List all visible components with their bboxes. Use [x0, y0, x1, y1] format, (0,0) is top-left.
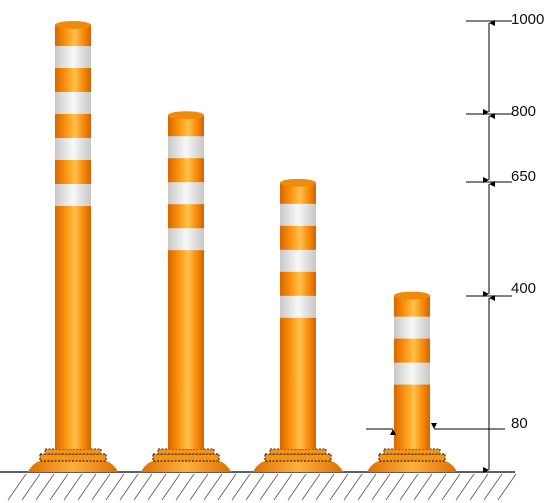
hatch-line — [455, 473, 475, 501]
hatch-line — [133, 473, 153, 501]
hatch-line — [413, 473, 433, 501]
reflective-band — [394, 316, 430, 339]
reflective-band — [280, 249, 316, 272]
hatch-line — [497, 473, 517, 501]
hatch-line — [371, 473, 391, 501]
hatch-line — [91, 473, 111, 501]
reflective-band — [55, 138, 91, 160]
base-collar — [157, 448, 215, 455]
hatch-line — [385, 473, 405, 501]
hatch-line — [245, 473, 265, 501]
reflective-band — [168, 228, 204, 251]
post-cap — [394, 291, 430, 300]
base-ring — [152, 453, 220, 462]
base-collar — [269, 448, 327, 455]
hatch-line — [7, 473, 27, 501]
hatch-line — [483, 473, 503, 501]
hatch-line — [189, 473, 209, 501]
reflective-band — [394, 362, 430, 385]
post-cap — [168, 111, 204, 120]
post-cap — [280, 178, 316, 187]
label-80: 80 — [511, 415, 528, 432]
reflective-band — [280, 203, 316, 226]
dimension-lines: 1000 800 650 400 80 — [366, 11, 544, 473]
base-plate — [141, 460, 231, 472]
base-collar — [383, 448, 441, 455]
base-plate — [28, 460, 118, 472]
label-400: 400 — [511, 280, 536, 297]
hatch-line — [441, 473, 461, 501]
hatch-line — [77, 473, 97, 501]
hatch-line — [273, 473, 293, 501]
post-400 — [367, 291, 457, 472]
hatch-line — [231, 473, 251, 501]
hatch-line — [147, 473, 167, 501]
hatch-line — [329, 473, 349, 501]
hatch-line — [105, 473, 125, 501]
base-ring — [264, 453, 332, 462]
ground-hatch — [7, 473, 517, 501]
post-800 — [141, 111, 231, 472]
base-ring — [378, 453, 446, 462]
base-plate — [367, 460, 457, 472]
hatch-line — [399, 473, 419, 501]
post-body — [55, 25, 91, 449]
hatch-line — [301, 473, 321, 501]
reflective-band — [168, 136, 204, 159]
hatch-line — [469, 473, 489, 501]
hatch-line — [21, 473, 41, 501]
label-800: 800 — [511, 103, 536, 120]
hatch-line — [49, 473, 69, 501]
label-650: 650 — [511, 168, 536, 185]
hatch-line — [161, 473, 181, 501]
base-plate — [253, 460, 343, 472]
hatch-line — [35, 473, 55, 501]
hatch-line — [259, 473, 279, 501]
reflective-band — [55, 184, 91, 206]
post-650 — [253, 178, 343, 472]
hatch-line — [119, 473, 139, 501]
hatch-line — [203, 473, 223, 501]
base-collar — [44, 448, 102, 455]
hatch-line — [427, 473, 447, 501]
label-1000: 1000 — [511, 11, 544, 28]
post-1000 — [28, 21, 118, 472]
reflective-band — [55, 92, 91, 114]
reflective-band — [168, 182, 204, 205]
hatch-line — [287, 473, 307, 501]
reflective-band — [280, 295, 316, 318]
hatch-line — [357, 473, 377, 501]
hatch-line — [343, 473, 363, 501]
reflective-band — [55, 46, 91, 68]
post-body — [168, 115, 204, 449]
hatch-line — [315, 473, 335, 501]
hatch-line — [63, 473, 83, 501]
base-ring — [39, 453, 107, 462]
post-cap — [55, 21, 91, 29]
hatch-line — [175, 473, 195, 501]
posts-group — [28, 21, 457, 472]
hatch-line — [217, 473, 237, 501]
